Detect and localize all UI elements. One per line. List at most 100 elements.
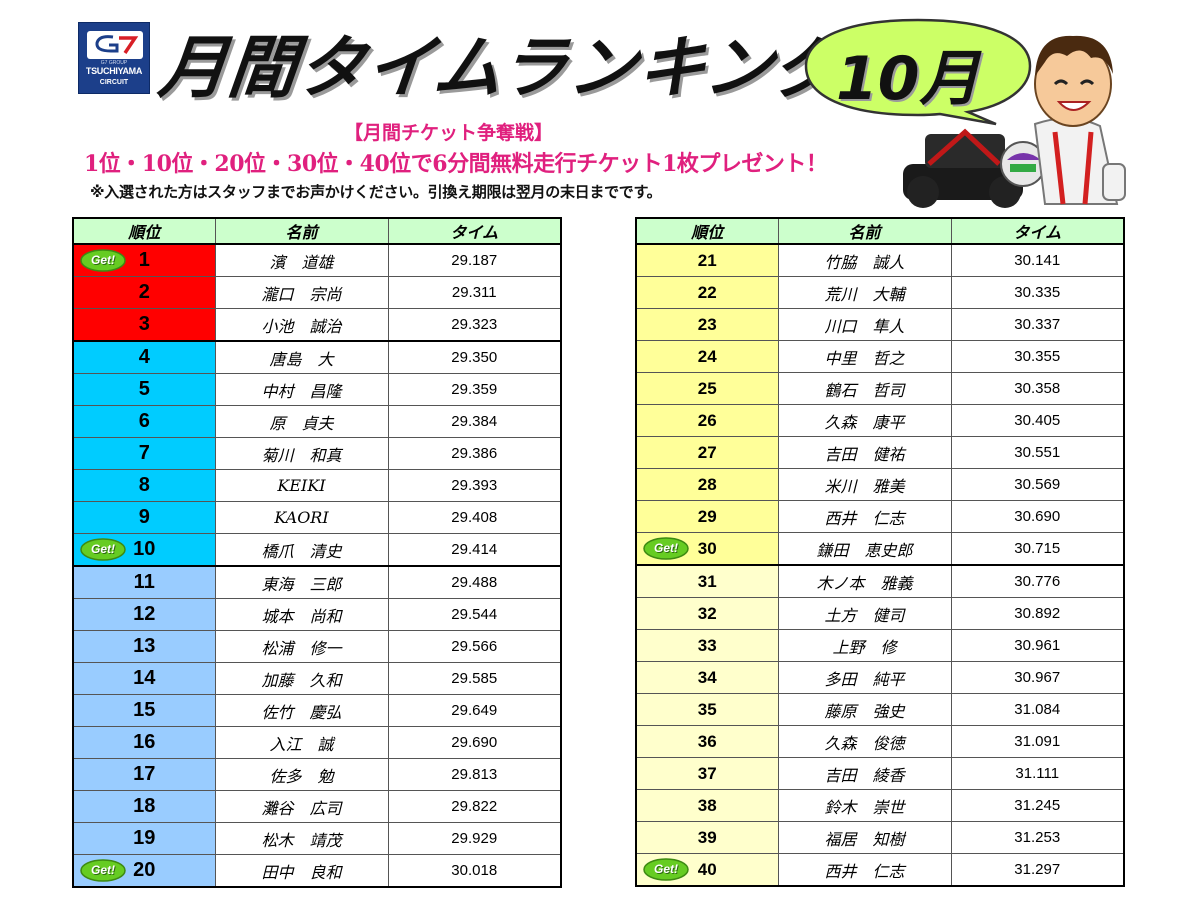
rank-cell: 12 (72, 598, 216, 631)
logo-line2: CIRCUIT (99, 79, 129, 86)
rank-cell: 7 (72, 437, 216, 470)
time-cell: 30.141 (950, 243, 1125, 277)
rank-number: 33 (697, 635, 717, 655)
table-row: 39 福居 知樹 31.253 (635, 821, 1125, 854)
name-cell: 鶴石 哲司 (777, 372, 952, 405)
rank-cell: 17 (72, 758, 216, 791)
header-name: 名前 (777, 217, 952, 245)
rank-number: 9 (138, 506, 150, 528)
rank-cell: 37 (635, 757, 779, 790)
table-row: Get! 20 田中 良和 30.018 (72, 854, 562, 888)
get-badge-icon: Get! (80, 249, 126, 272)
rank-cell: 28 (635, 468, 779, 501)
time-cell: 29.311 (387, 276, 562, 309)
month-label: 10月 (836, 44, 980, 114)
header-time: タイム (950, 217, 1125, 245)
logo-group: G7 GROUP (100, 60, 128, 66)
rank-cell: 9 (72, 501, 216, 534)
table-row: 37 吉田 綾香 31.111 (635, 757, 1125, 790)
rank-number: 31 (697, 571, 717, 591)
name-cell: 佐多 勉 (214, 758, 389, 791)
name-cell: 鈴木 崇世 (777, 789, 952, 822)
name-cell: 田中 良和 (214, 854, 389, 888)
rank-number: 15 (133, 699, 156, 721)
rank-number: 2 (138, 281, 150, 303)
table-row: 29 西井 仁志 30.690 (635, 500, 1125, 533)
table-row: 11 東海 三郎 29.488 (72, 565, 562, 599)
page-title: 月間タイムランキング (155, 29, 847, 108)
rank-number: 40 (697, 859, 717, 879)
rank-cell: Get! 40 (635, 853, 779, 887)
name-cell: 加藤 久和 (214, 662, 389, 695)
name-cell: 木ノ本 雅義 (777, 564, 952, 598)
rank-cell: 8 (72, 469, 216, 502)
time-cell: 30.018 (387, 854, 562, 888)
table-row: 22 荒川 大輔 30.335 (635, 276, 1125, 309)
name-cell: 米川 雅美 (777, 468, 952, 501)
time-cell: 30.405 (950, 404, 1125, 437)
rank-cell: 36 (635, 725, 779, 758)
name-cell: 佐竹 慶弘 (214, 694, 389, 727)
table-row: 13 松浦 修一 29.566 (72, 630, 562, 663)
time-cell: 30.967 (950, 661, 1125, 694)
name-cell: 土方 健司 (777, 597, 952, 630)
time-cell: 31.245 (950, 789, 1125, 822)
name-cell: 唐島 大 (214, 340, 389, 374)
name-cell: 入江 誠 (214, 726, 389, 759)
get-badge-icon: Get! (80, 538, 126, 561)
rank-cell: Get! 10 (72, 533, 216, 567)
get-badge-label: Get! (91, 863, 115, 877)
get-badge-icon: Get! (643, 858, 689, 881)
rank-cell: 11 (72, 565, 216, 599)
name-cell: 菊川 和真 (214, 437, 389, 470)
time-cell: 30.355 (950, 340, 1125, 373)
rank-cell: Get! 30 (635, 532, 779, 566)
rank-cell: 25 (635, 372, 779, 405)
rank-number: 21 (697, 250, 717, 270)
rank-cell: 33 (635, 629, 779, 662)
rank-number: 25 (697, 378, 717, 398)
table-row: Get! 10 橋爪 清史 29.414 (72, 533, 562, 567)
rank-number: 4 (138, 346, 150, 368)
rank-cell: Get! 20 (72, 854, 216, 888)
rank-cell: 32 (635, 597, 779, 630)
header-time: タイム (387, 217, 562, 245)
time-cell: 31.111 (950, 757, 1125, 790)
name-cell: 灘谷 広司 (214, 790, 389, 823)
rank-number: 23 (697, 314, 717, 334)
table-row: 15 佐竹 慶弘 29.649 (72, 694, 562, 727)
rank-number: 8 (138, 474, 150, 496)
table-header-row: 順位 名前 タイム (72, 217, 562, 245)
table-row: 25 鶴石 哲司 30.358 (635, 372, 1125, 405)
name-cell: 原 貞夫 (214, 405, 389, 438)
name-cell: 上野 修 (777, 629, 952, 662)
campaign-heading: 【月間チケット争奪戦】 (344, 122, 554, 144)
rank-number: 6 (138, 410, 150, 432)
time-cell: 29.384 (387, 405, 562, 438)
table-row: 27 吉田 健祐 30.551 (635, 436, 1125, 469)
table-row: 36 久森 俊徳 31.091 (635, 725, 1125, 758)
rank-number: 19 (133, 827, 156, 849)
logo-line1: TSUCHIYAMA (85, 66, 143, 76)
rank-number: 14 (133, 667, 156, 689)
time-cell: 29.813 (387, 758, 562, 791)
name-cell: 橋爪 清史 (214, 533, 389, 567)
time-cell: 29.566 (387, 630, 562, 663)
table-row: 21 竹脇 誠人 30.141 (635, 243, 1125, 277)
rank-number: 28 (697, 474, 717, 494)
circuit-logo: G7 GROUP TSUCHIYAMA CIRCUIT (78, 22, 150, 94)
rank-number: 22 (697, 282, 717, 302)
time-cell: 31.084 (950, 693, 1125, 726)
get-badge-label: Get! (654, 541, 678, 555)
table-row: 32 土方 健司 30.892 (635, 597, 1125, 630)
ranking-table-right: 順位 名前 タイム 21 竹脇 誠人 30.141 22 荒川 大輔 30.335 23 川口… (635, 217, 1125, 887)
name-cell: 久森 康平 (777, 404, 952, 437)
time-cell: 29.323 (387, 308, 562, 342)
time-cell: 29.386 (387, 437, 562, 470)
time-cell: 29.690 (387, 726, 562, 759)
name-cell: 川口 隼人 (777, 308, 952, 341)
speech-bubble-icon (800, 16, 1036, 126)
rank-cell: 6 (72, 405, 216, 438)
name-cell: 小池 誠治 (214, 308, 389, 342)
rank-cell: 5 (72, 373, 216, 406)
